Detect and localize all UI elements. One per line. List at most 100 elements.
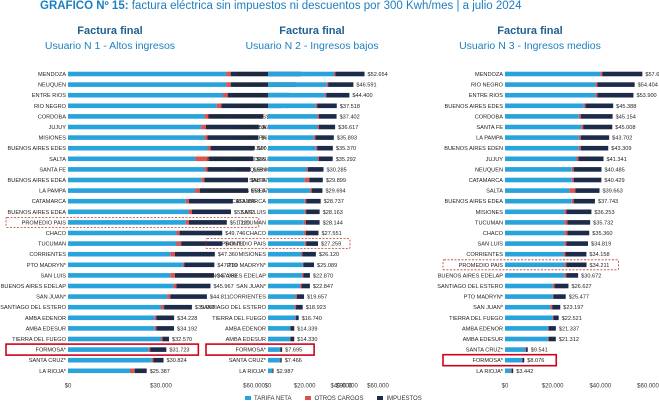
category-label: JUJUY xyxy=(486,157,504,163)
bar-segment-tarifa-neta xyxy=(68,82,227,87)
category-label: BUENOS AIRES EDEA xyxy=(445,199,504,205)
category-label: SANTA FE xyxy=(476,125,503,131)
bar-segment-impuestos xyxy=(548,326,556,331)
bar-segment-tarifa-neta xyxy=(68,124,202,130)
bar-segment-tarifa-neta xyxy=(68,326,155,331)
value-label: $25.387 xyxy=(150,369,170,375)
bar-segment-otros-cargos xyxy=(317,156,319,162)
bar-segment-otros-cargos xyxy=(272,368,273,374)
bar-segment-otros-cargos xyxy=(195,188,200,193)
value-label: $28.737 xyxy=(324,199,344,205)
bar-segment-impuestos xyxy=(230,82,297,87)
bar-segment-otros-cargos xyxy=(154,326,157,331)
bar-segment-otros-cargos xyxy=(161,304,165,310)
bar-segment-tarifa-neta xyxy=(268,251,301,257)
bar-segment-otros-cargos xyxy=(161,336,163,342)
bar-segment-tarifa-neta xyxy=(68,262,183,268)
bar-segment-otros-cargos xyxy=(578,145,581,151)
bar-segment-otros-cargos xyxy=(564,262,567,268)
value-label: $34.819 xyxy=(591,242,611,248)
category-label: SALTA xyxy=(486,189,503,195)
bar-segment-impuestos xyxy=(290,326,295,331)
value-label: $52.572 xyxy=(234,210,254,216)
category-label: CORRIENTES xyxy=(466,252,503,258)
bar-segment-otros-cargos xyxy=(295,315,297,321)
bar-segment-impuestos xyxy=(181,241,223,246)
category-label: CORRIENTES xyxy=(229,295,266,301)
bar-segment-otros-cargos xyxy=(571,198,574,204)
value-label: $47.219 xyxy=(217,263,237,269)
legend-swatch xyxy=(377,396,384,401)
bar-segment-tarifa-neta xyxy=(268,294,296,299)
bar-segment-otros-cargos xyxy=(204,167,208,172)
category-label: JUJUY xyxy=(249,146,267,152)
bar-segment-impuestos xyxy=(280,357,282,363)
bar-segment-otros-cargos xyxy=(170,251,175,257)
bar-segment-impuestos xyxy=(318,124,336,130)
chart-title: Factura final xyxy=(497,25,562,37)
bar-segment-otros-cargos xyxy=(201,124,206,130)
bar-segment-impuestos xyxy=(305,230,319,236)
value-label: $23.197 xyxy=(563,305,583,311)
bar-segment-tarifa-neta xyxy=(268,188,311,193)
value-label: $2.987 xyxy=(276,369,293,375)
category-label: CATAMARCA xyxy=(232,199,267,205)
bar-segment-tarifa-neta xyxy=(505,294,553,299)
x-tick-label: $0 xyxy=(65,383,72,389)
category-label: NEUQUEN xyxy=(475,167,503,173)
bar-segment-tarifa-neta xyxy=(268,304,295,310)
value-label: $34.228 xyxy=(177,316,197,322)
bar-segment-impuestos xyxy=(580,135,610,140)
legend-swatch xyxy=(305,396,312,401)
value-label: $37.518 xyxy=(340,104,360,110)
category-label: MISIONES xyxy=(239,252,267,258)
bar-segment-impuestos xyxy=(227,92,290,98)
bar-segment-impuestos xyxy=(184,262,215,268)
value-label: $34.158 xyxy=(589,252,609,258)
category-label: CORRIENTES xyxy=(29,252,66,258)
value-label: $37.743 xyxy=(598,199,618,205)
category-label: SANTA FE xyxy=(239,104,266,110)
value-label: $46.591 xyxy=(356,83,376,89)
bar-segment-tarifa-neta xyxy=(68,304,161,310)
value-label: $35.732 xyxy=(593,220,613,226)
category-label: BUENOS AIRES EDES xyxy=(445,104,504,110)
bar-segment-otros-cargos xyxy=(334,71,336,77)
x-tick-label: $0 xyxy=(265,383,272,389)
value-label: $14.339 xyxy=(297,326,317,332)
category-label: TIERRA DEL FUEGO xyxy=(449,316,504,322)
bar-segment-tarifa-neta xyxy=(268,273,302,278)
bar-segment-tarifa-neta xyxy=(505,71,601,77)
bar-segment-tarifa-neta xyxy=(505,336,548,342)
bar-segment-otros-cargos xyxy=(290,336,291,342)
value-label: $40.485 xyxy=(604,167,624,173)
bar-segment-tarifa-neta xyxy=(68,135,205,140)
graph-description: factura eléctrica sin impuestos ni descu… xyxy=(128,0,522,12)
value-label: $36.253 xyxy=(594,210,614,216)
category-label: SAN LUIS xyxy=(478,242,504,248)
bar-segment-tarifa-neta xyxy=(268,71,334,77)
bar-segment-tarifa-neta xyxy=(268,326,290,331)
category-label: RIO NEGRO xyxy=(471,83,504,89)
bar-segment-tarifa-neta xyxy=(68,188,196,193)
bar-segment-impuestos xyxy=(580,114,613,119)
bar-segment-tarifa-neta xyxy=(268,124,318,130)
bar-segment-impuestos xyxy=(511,368,514,374)
value-label: $35.360 xyxy=(592,231,612,237)
bar-segment-otros-cargos xyxy=(223,92,228,98)
bar-segment-otros-cargos xyxy=(306,167,308,172)
bar-segment-impuestos xyxy=(207,167,251,172)
value-label: $7.466 xyxy=(285,358,302,364)
bar-segment-impuestos xyxy=(164,304,192,310)
bar-segment-impuestos xyxy=(565,251,587,257)
x-tick-label: $60.000 xyxy=(637,383,659,389)
bar-segment-impuestos xyxy=(199,188,249,193)
category-label: AMBA EDENOR xyxy=(462,326,503,332)
category-label: LA PAMPA xyxy=(476,136,503,142)
bar-segment-impuestos xyxy=(566,241,588,246)
category-label: NEUQUEN xyxy=(38,83,66,89)
bar-segment-otros-cargos xyxy=(571,177,574,183)
category-label: BUENOS AIRES EDEA xyxy=(208,189,267,195)
bar-segment-impuestos xyxy=(272,368,274,374)
category-label: PTO MADRYN* xyxy=(464,295,504,301)
